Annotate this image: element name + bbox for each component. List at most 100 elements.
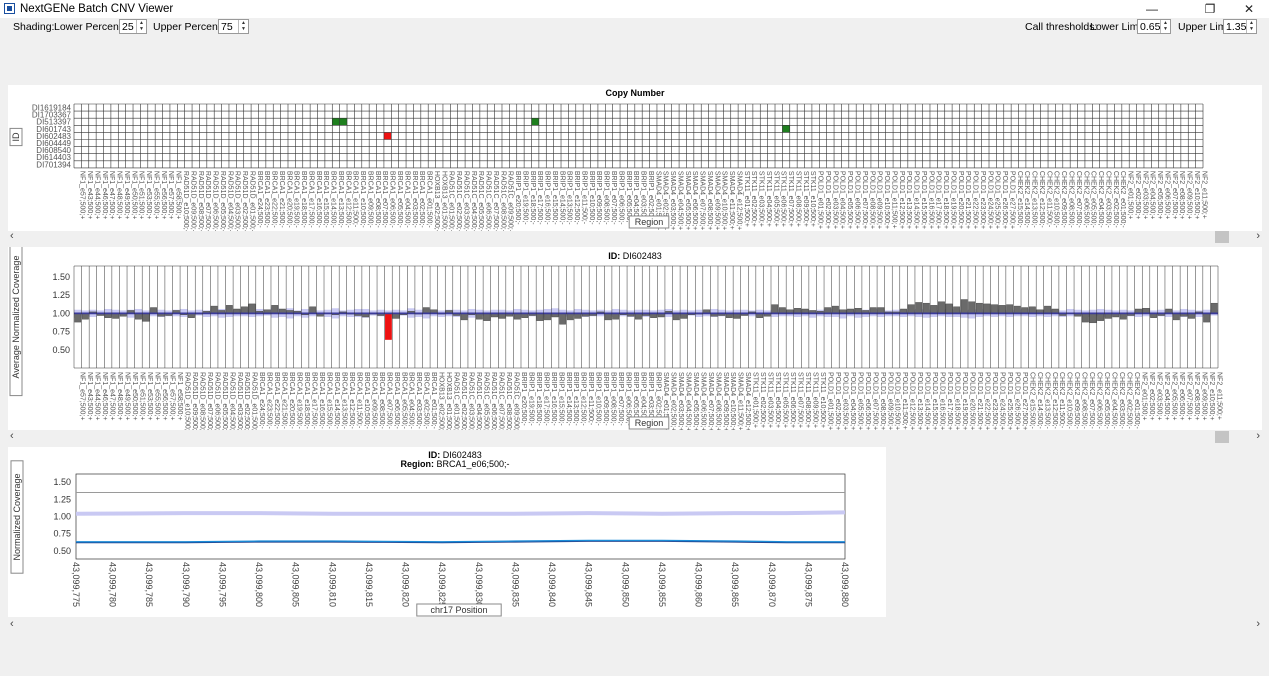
region-tick-label: NF1_e43;500;+ [86, 372, 93, 420]
scroll-left-icon[interactable]: ‹ [10, 618, 14, 630]
region-tick-label: CHEK2_e12;500;- [1051, 372, 1058, 429]
copy-number-cell-gain [339, 118, 348, 126]
scroll-left-icon[interactable]: ‹ [10, 430, 14, 442]
upper-limit-spinner[interactable]: 1.35 ▲ ▼ [1223, 19, 1257, 34]
minimize-button[interactable]: — [1146, 2, 1158, 16]
copy-number-cell-gain [332, 118, 340, 126]
scroll-right-icon[interactable]: › [1256, 230, 1260, 242]
lower-percentile-spinner[interactable]: 25 ▲ ▼ [119, 19, 147, 34]
spinner-arrows-icon[interactable]: ▲ ▼ [1246, 20, 1256, 33]
region-tick-label: CHEK2_e04;500;- [1111, 372, 1118, 429]
x-tick-label: 43,099,850 [620, 562, 630, 607]
region-tick-label: NF1_e51;500;+ [139, 372, 146, 420]
x-tick-label: 43,099,865 [730, 562, 740, 607]
avg-coverage-title-prefix: ID: [608, 251, 623, 261]
average-coverage-scrollbar[interactable]: ‹ › [8, 430, 1262, 443]
region-tick-label: RAD51D_e06;500;- [212, 171, 219, 231]
region-tick-label: BRCA1_e18;500;- [300, 171, 307, 228]
region-tick-label: SMAD4_e05;500;+ [692, 372, 699, 430]
region-tick-label: POLD1_e09;500;+ [876, 171, 883, 229]
sample-id-label: DI1619184 [32, 104, 72, 113]
region-tick-label: BRIP1_e06;500;- [617, 171, 624, 225]
coverage-bar [907, 304, 915, 314]
restore-button[interactable]: ❐ [1204, 2, 1216, 16]
x-tick-label: 43,099,860 [694, 562, 704, 607]
region-tick-label: POLD1_e06;500;+ [853, 171, 860, 229]
coverage-bar [938, 301, 945, 314]
x-tick-label: 43,099,800 [254, 562, 264, 607]
coverage-bar [771, 304, 779, 314]
region-tick-label: BRCA1_e12;500;- [348, 372, 355, 429]
region-tick-label: BRIP1_e05;500;- [625, 171, 632, 225]
spinner-arrows-icon[interactable]: ▲ ▼ [238, 20, 248, 33]
region-tick-label: CHEK2_e11;500;- [1058, 372, 1065, 429]
region-tick-label: NF2_e01;500;+ [1140, 372, 1147, 420]
scroll-left-icon[interactable]: ‹ [10, 230, 14, 242]
region-tick-label: BRIP1_e12;500;- [573, 171, 580, 225]
region-tick-label: POLD1_e12;500;+ [898, 171, 905, 229]
region-tick-label: RAD51C_e07;500;+ [492, 171, 499, 231]
region-tick-label: BRIP1_e10;500;- [595, 372, 602, 426]
region-tick-label: NF2_e06;500;+ [1163, 171, 1170, 219]
coverage-bar [544, 313, 551, 321]
region-tick-label: STK11_e09;500;+ [811, 372, 818, 428]
region-tick-label: BRCA1_e19;500;- [293, 171, 300, 228]
region-tick-label: SMAD4_e05;500;+ [684, 171, 691, 230]
region-tick-label: BRCA1_e23;500;- [263, 171, 270, 228]
region-tick-label: CHEK2_e02;500;- [1112, 171, 1119, 228]
reference-coverage-band [75, 510, 846, 516]
sample-id-label: DI1703367 [32, 111, 72, 120]
copy-number-cell-gain [531, 118, 539, 126]
sample-id-label: DI701394 [36, 160, 71, 169]
region-tick-label: BRCA1_e01;500;- [430, 372, 437, 429]
close-button[interactable]: ✕ [1243, 2, 1255, 16]
region-tick-label: BRCA1_e20;500;- [288, 372, 295, 429]
region-tick-label: POLD1_e14;500;+ [913, 171, 920, 229]
region-tick-label: CHEK2_e14;500;- [1036, 372, 1043, 429]
region-tick-label: BRCA1_e03;500;- [411, 171, 418, 228]
coverage-bar [142, 313, 150, 322]
y-tick-label: 1.25 [52, 290, 70, 300]
region-tick-label: BRIP1_e14;500;- [558, 171, 565, 225]
region-tick-label: NF1_e58;500;+ [176, 372, 183, 420]
coverage-bar [975, 302, 983, 314]
copy-number-scrollbar[interactable]: ‹ › [8, 230, 1262, 243]
region-tick-label: POLD1_e11;500;+ [901, 372, 908, 430]
region-tick-label: RAD51C_e04;500;+ [470, 171, 477, 231]
region-tick-label: BRIP1_e16;500;- [550, 372, 557, 426]
y-tick-label: 1.50 [53, 477, 71, 487]
region-tick-label: RAD51C_e07;500;+ [497, 372, 504, 430]
upper-percentile-spinner[interactable]: 75 ▲ ▼ [218, 19, 249, 34]
scroll-right-icon[interactable]: › [1256, 430, 1260, 442]
region-tick-label: BRIP1_e20;500;- [520, 372, 527, 426]
region-tick-label: BRCA1_e14;500;- [333, 372, 340, 429]
region-tick-label: HOXB13_e01;500;- [440, 171, 447, 231]
region-tick-label: POLD1_e10;500;+ [894, 372, 901, 430]
region-tick-label: RAD51C_e03;500;+ [462, 171, 469, 231]
scroll-thumb[interactable] [1215, 431, 1229, 443]
region-tick-label: RAD51D_e05;500;- [221, 372, 228, 430]
region-tick-label: CHEK2_e11;500;- [1045, 171, 1052, 228]
scroll-thumb[interactable] [1215, 231, 1229, 243]
region-tick-label: POLD1_e27;500;+ [1008, 171, 1015, 229]
x-tick-label: 43,099,825 [437, 562, 447, 607]
region-tick-label: RAD51D_e08;500;- [198, 372, 205, 430]
region-tick-label: RAD51C_e08;500;+ [499, 171, 506, 231]
spinner-arrows-icon[interactable]: ▲ ▼ [1160, 20, 1170, 33]
region-tick-label: SMAD4_e08;500;+ [706, 171, 713, 230]
region-tick-label: BRCA1_e09;500;- [370, 372, 377, 429]
region-tick-label: SMAD4_e09;500;+ [713, 171, 720, 230]
region-tick-label: NF2_e05;500;+ [1156, 171, 1163, 219]
region-tick-label: RAD51C_e04;500;+ [475, 372, 482, 430]
region-tick-label: POLD1_e25;500;+ [994, 171, 1001, 229]
spinner-arrows-icon[interactable]: ▲ ▼ [136, 20, 146, 33]
region-tick-label: BRIP1_e07;500;- [610, 171, 617, 225]
y-tick-label: 1.25 [53, 494, 71, 504]
lower-limit-spinner[interactable]: 0.65 ▲ ▼ [1137, 19, 1171, 34]
region-tick-label: BRCA1_e11;500;- [355, 372, 362, 429]
region-tick-label: CHEK2_e10;500;- [1053, 171, 1060, 228]
region-tick-label: NF2_e07;500;+ [1185, 372, 1192, 420]
scroll-right-icon[interactable]: › [1256, 618, 1260, 630]
region-tick-label: POLD1_e07;500;+ [871, 372, 878, 430]
region-coverage-scrollbar[interactable]: ‹ › [8, 618, 1262, 631]
